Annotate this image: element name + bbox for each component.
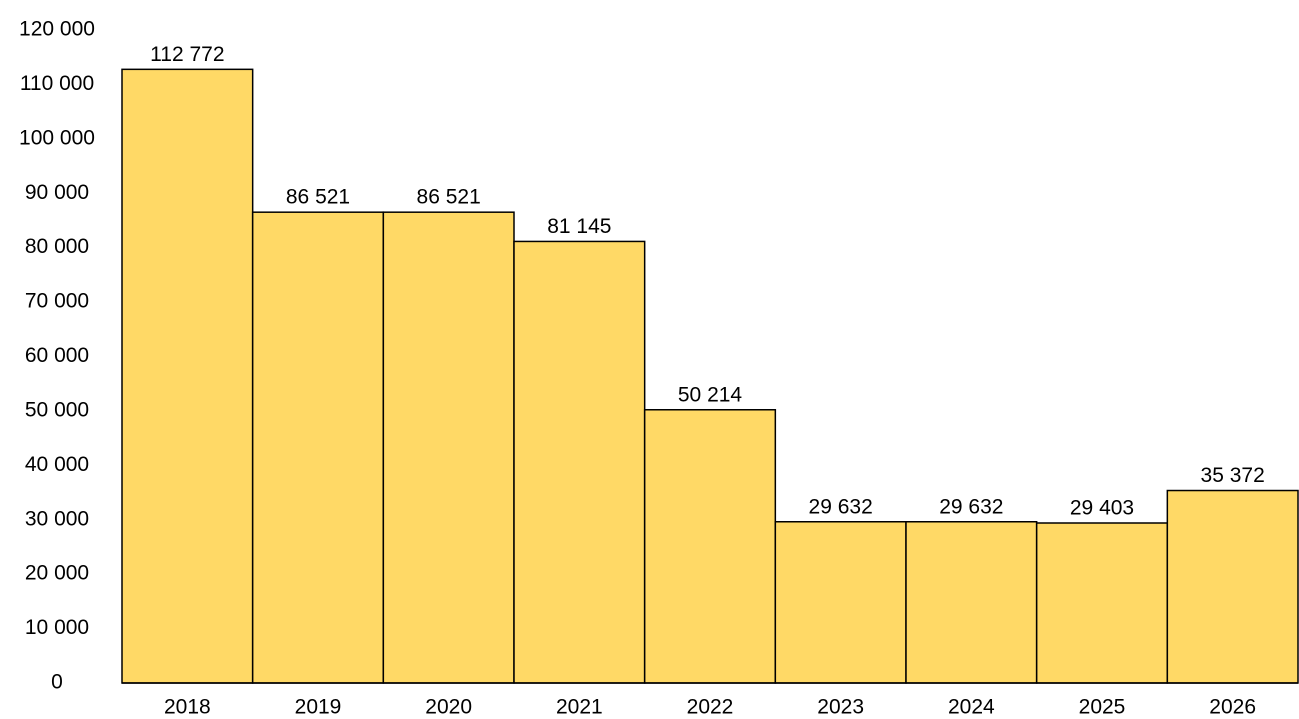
data-label: 86 521	[417, 186, 481, 209]
y-tick-label: 90 000	[25, 181, 89, 204]
x-tick-label: 2024	[948, 696, 995, 719]
y-tick-label: 110 000	[20, 72, 94, 95]
x-tick-label: 2019	[295, 696, 342, 719]
bar	[905, 521, 1038, 684]
x-tick-label: 2026	[1209, 696, 1256, 719]
y-tick-label: 30 000	[25, 507, 89, 530]
y-tick-label: 10 000	[25, 616, 89, 639]
data-label: 112 772	[150, 43, 224, 66]
bar	[643, 409, 777, 684]
data-label: 29 632	[939, 495, 1003, 518]
x-tick-label: 2018	[164, 696, 211, 719]
bar	[121, 68, 254, 684]
x-tick-label: 2025	[1079, 696, 1126, 719]
y-tick-label: 50 000	[25, 398, 89, 421]
y-tick-label: 120 000	[19, 18, 95, 41]
bar	[1166, 489, 1299, 684]
x-tick-label: 2023	[817, 696, 864, 719]
bar	[251, 211, 385, 684]
bar	[774, 521, 907, 684]
y-tick-label: 70 000	[25, 290, 89, 313]
y-tick-label: 60 000	[25, 344, 89, 367]
data-label: 29 403	[1070, 497, 1134, 520]
y-tick-label: 80 000	[25, 235, 89, 258]
data-label: 81 145	[547, 215, 611, 238]
bar	[1035, 522, 1169, 684]
y-tick-label: 20 000	[25, 562, 89, 585]
data-label: 50 214	[678, 383, 743, 406]
y-tick-label: 40 000	[25, 453, 89, 476]
x-tick-label: 2022	[687, 696, 734, 719]
x-tick-label: 2021	[556, 696, 603, 719]
data-label: 86 521	[286, 186, 350, 209]
data-label: 35 372	[1201, 464, 1265, 487]
data-label: 29 632	[809, 495, 873, 518]
bar	[513, 240, 646, 684]
y-tick-label: 0	[51, 671, 63, 694]
y-tick-label: 100 000	[19, 126, 95, 149]
x-tick-label: 2020	[425, 696, 472, 719]
bar	[382, 211, 515, 684]
